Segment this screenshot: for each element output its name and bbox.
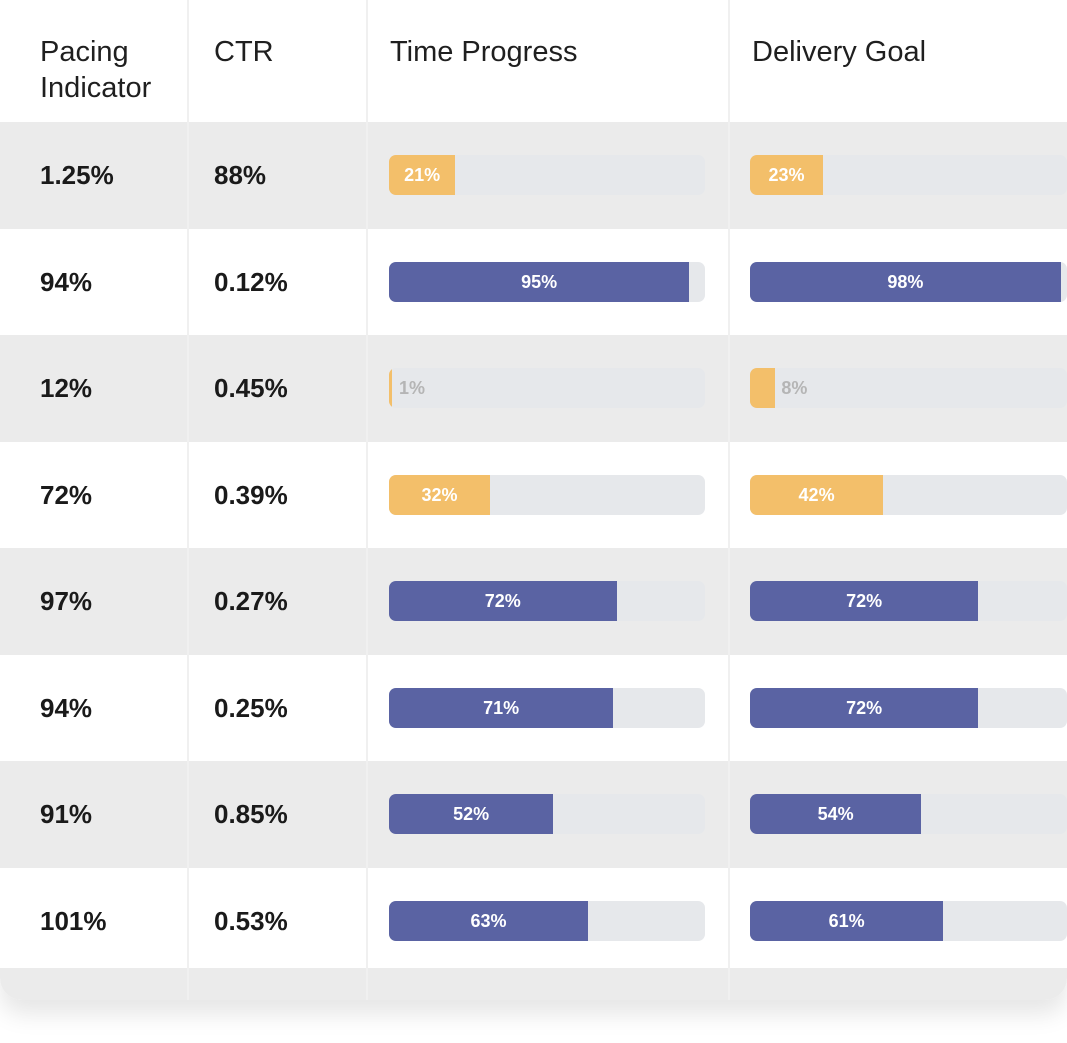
time-progress-bar: 72%	[389, 581, 705, 622]
delivery-goal-bar-fill	[750, 581, 979, 622]
ctr-cell: 0.85%	[214, 799, 288, 830]
time-progress-bar-fill	[389, 581, 617, 622]
table-footer-row	[0, 968, 1067, 1000]
campaign-pacing-table: Pacing Indicator CTR Time Progress Deliv…	[0, 0, 1067, 1000]
ctr-cell: 0.12%	[214, 266, 288, 297]
time-progress-bar-fill	[389, 368, 393, 409]
time-progress-bar: 32%	[389, 474, 705, 515]
table-row[interactable]: 12% 0.45% 1% 8%	[0, 335, 1067, 442]
pacing-indicator-cell: 101%	[40, 905, 107, 936]
time-progress-bar: 1%	[389, 368, 705, 409]
delivery-goal-bar: 42%	[750, 474, 1067, 515]
time-progress-bar-label: 72%	[484, 591, 521, 612]
table-row[interactable]: 97% 0.27% 72% 72%	[0, 548, 1067, 655]
delivery-goal-bar-fill	[750, 261, 1061, 302]
delivery-goal-bar-label: 98%	[887, 271, 924, 292]
pacing-indicator-cell: 91%	[40, 799, 93, 830]
delivery-goal-bar-label: 54%	[817, 804, 854, 825]
ctr-cell: 0.25%	[214, 692, 288, 723]
delivery-goal-bar-label: 23%	[768, 165, 805, 186]
delivery-goal-bar-fill	[750, 794, 922, 835]
delivery-goal-bar-fill	[750, 900, 944, 941]
table-row[interactable]: 101% 0.53% 63% 61%	[0, 867, 1067, 974]
time-progress-bar: 52%	[389, 794, 705, 835]
time-progress-bar-label: 63%	[470, 910, 507, 931]
delivery-goal-bar: 98%	[750, 261, 1067, 302]
table-header-row: Pacing Indicator CTR Time Progress Deliv…	[0, 0, 1067, 122]
column-divider	[366, 0, 368, 1000]
time-progress-bar-label: 71%	[483, 697, 520, 718]
table-row[interactable]: 94% 0.25% 71% 72%	[0, 654, 1067, 761]
delivery-goal-bar-label: 61%	[828, 910, 865, 931]
delivery-goal-bar-label: 42%	[798, 484, 835, 505]
column-header-pacing-line2: Indicator	[40, 72, 152, 104]
time-progress-bar-fill	[389, 155, 456, 196]
column-header-pacing-indicator[interactable]: Pacing Indicator	[40, 34, 151, 106]
time-progress-bar-label: 1%	[399, 378, 426, 399]
table-row[interactable]: 94% 0.12% 95% 98%	[0, 228, 1067, 335]
pacing-indicator-cell: 12%	[40, 373, 93, 404]
column-header-time-progress[interactable]: Time Progress	[390, 36, 578, 68]
table-row[interactable]: 91% 0.85% 52% 54%	[0, 761, 1067, 868]
delivery-goal-bar-fill	[750, 155, 823, 196]
delivery-goal-bar-label: 8%	[781, 378, 808, 399]
delivery-goal-bar-fill	[750, 687, 979, 728]
time-progress-bar: 95%	[389, 261, 705, 302]
time-progress-bar: 21%	[389, 155, 705, 196]
ctr-cell: 0.45%	[214, 373, 288, 404]
delivery-goal-bar: 72%	[750, 687, 1067, 728]
ctr-cell: 0.39%	[214, 479, 288, 510]
delivery-goal-bar: 72%	[750, 581, 1067, 622]
time-progress-bar-fill	[389, 900, 589, 941]
table-row[interactable]: 1.25% 88% 21% 23%	[0, 122, 1067, 229]
time-progress-bar-fill	[389, 474, 491, 515]
delivery-goal-bar: 8%	[750, 368, 1067, 409]
delivery-goal-bar-label: 72%	[846, 591, 883, 612]
delivery-goal-bar-label: 72%	[846, 697, 883, 718]
delivery-goal-bar: 61%	[750, 900, 1067, 941]
column-header-pacing-line1: Pacing	[40, 36, 129, 68]
delivery-goal-bar-fill	[750, 474, 884, 515]
ctr-cell: 0.27%	[214, 586, 288, 617]
delivery-goal-bar-fill	[750, 368, 776, 409]
pacing-indicator-cell: 1.25%	[40, 160, 114, 191]
table-row[interactable]: 72% 0.39% 32% 42%	[0, 441, 1067, 548]
ctr-cell: 88%	[214, 160, 267, 191]
time-progress-bar-label: 21%	[404, 165, 441, 186]
time-progress-bar-fill	[389, 261, 690, 302]
pacing-indicator-cell: 72%	[40, 479, 93, 510]
time-progress-bar-fill	[389, 687, 614, 728]
column-header-delivery-goal[interactable]: Delivery Goal	[752, 36, 927, 68]
time-progress-bar: 71%	[389, 687, 705, 728]
time-progress-bar-label: 32%	[421, 484, 458, 505]
ctr-cell: 0.53%	[214, 905, 288, 936]
column-header-ctr[interactable]: CTR	[214, 36, 274, 68]
column-divider	[187, 0, 189, 1000]
time-progress-bar-fill	[389, 794, 554, 835]
time-progress-bar-label: 52%	[453, 804, 490, 825]
pacing-indicator-cell: 94%	[40, 692, 93, 723]
delivery-goal-bar: 54%	[750, 794, 1067, 835]
time-progress-bar: 63%	[389, 900, 705, 941]
pacing-indicator-cell: 97%	[40, 586, 93, 617]
column-divider	[728, 0, 730, 1000]
time-progress-bar-label: 95%	[521, 271, 558, 292]
pacing-indicator-cell: 94%	[40, 266, 93, 297]
delivery-goal-bar: 23%	[750, 155, 1067, 196]
